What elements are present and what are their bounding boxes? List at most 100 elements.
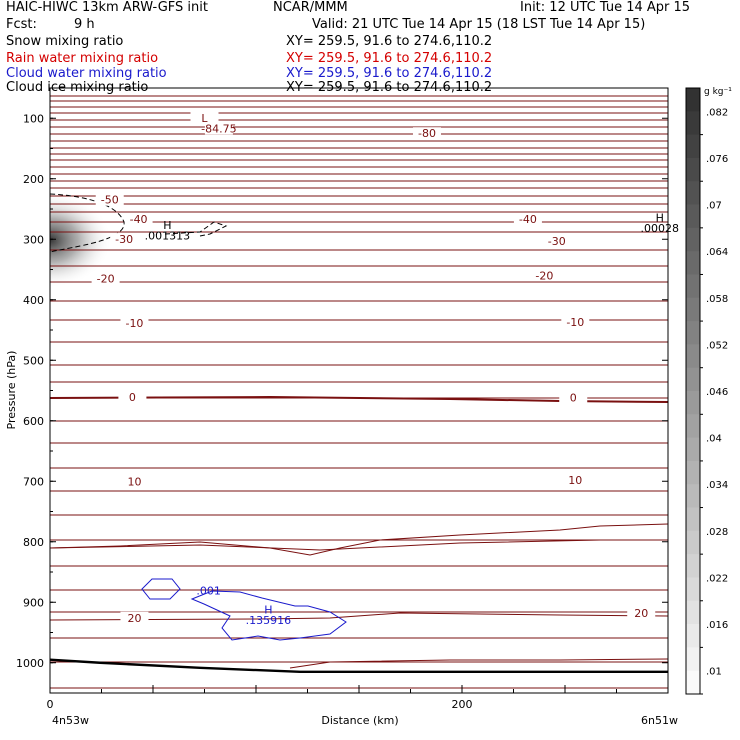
temperature-label: -10 xyxy=(125,317,143,330)
cloud-water-contour xyxy=(190,590,347,641)
cloud-ice-shading xyxy=(50,192,112,288)
temperature-contour xyxy=(50,523,668,556)
colorbar-segment xyxy=(686,157,700,182)
colorbar-tick-label: .01 xyxy=(706,667,722,678)
temperature-label-bg xyxy=(95,193,124,206)
temperature-label-bg xyxy=(120,611,149,624)
temperature-label-bg xyxy=(120,475,149,488)
colorbar-segment xyxy=(686,414,700,439)
colorbar-tick-label: .022 xyxy=(706,573,728,584)
colorbar-segment xyxy=(686,391,700,415)
cloud-water-contour xyxy=(141,578,181,600)
colorbar-tick-label: .082 xyxy=(706,107,728,118)
colorbar-unit: g kg⁻¹ xyxy=(704,87,732,97)
zero-isotherm xyxy=(50,395,668,403)
y-tick-label: 400 xyxy=(23,294,44,307)
x-axis-label: Distance (km) xyxy=(321,714,398,727)
model-title: HAIC-HIWC 13km ARW-GFS init xyxy=(6,0,208,15)
colorbar-segment xyxy=(686,321,700,345)
temperature-label-bg xyxy=(190,112,219,125)
colorbar-tick-label: .04 xyxy=(706,434,722,445)
colorbar-tick-label: .034 xyxy=(706,480,728,491)
colorbar-segment xyxy=(686,111,700,136)
colorbar-tick-label: .064 xyxy=(706,247,728,258)
init-time: Init: 12 UTC Tue 14 Apr 15 xyxy=(520,0,691,15)
valid-time: Valid: 21 UTC Tue 14 Apr 15 (18 LST Tue … xyxy=(312,17,646,32)
temperature-label: -20 xyxy=(535,269,553,282)
y-axis-label: Pressure (hPa) xyxy=(5,351,18,430)
temperature-label: 20 xyxy=(127,612,141,625)
y-tick-label: 200 xyxy=(23,173,44,186)
temperature-label: -10 xyxy=(566,316,584,329)
max-marker: H xyxy=(264,604,272,617)
temperature-label-bg xyxy=(118,390,147,403)
colorbar-segment xyxy=(686,530,700,555)
x-endpoint-right: 6n51w xyxy=(641,714,678,727)
temperature-label: 20 xyxy=(634,607,648,620)
temperature-label: -40 xyxy=(519,213,537,226)
colorbar-tick-label: .058 xyxy=(706,294,728,305)
temperature-label-bg xyxy=(120,317,149,330)
colorbar-frame xyxy=(685,87,701,695)
colorbar-segment xyxy=(686,507,700,532)
y-tick-label: 300 xyxy=(23,233,44,246)
temperature-label-bg xyxy=(542,234,571,247)
x-tick-label: 0 xyxy=(47,698,54,711)
y-tick-label: 1000 xyxy=(16,657,44,670)
colorbar-segment xyxy=(686,437,700,462)
colorbar-segment xyxy=(686,227,700,252)
temperature-label-bg xyxy=(124,213,153,226)
colorbar-segment xyxy=(686,204,700,229)
colorbar-segment xyxy=(686,181,700,206)
temperature-label-bg xyxy=(561,473,590,486)
temperature-label: -20 xyxy=(97,272,115,285)
max-marker: H xyxy=(163,219,171,232)
colorbar-segment xyxy=(686,367,700,392)
temperature-label: 0 xyxy=(129,391,136,404)
temperature-label: -50 xyxy=(101,194,119,207)
y-tick-label: 900 xyxy=(23,596,44,609)
colorbar-segment xyxy=(686,647,700,672)
temperature-label: 0 xyxy=(570,392,577,405)
colorbar-segment xyxy=(686,554,700,578)
colorbar-tick-label: .052 xyxy=(706,340,728,351)
y-tick-label: 100 xyxy=(23,112,44,125)
temperature-label: 10 xyxy=(568,474,582,487)
temperature-label-bg xyxy=(110,233,139,246)
temperature-label-bg xyxy=(204,122,233,135)
forecast-hour: 9 h xyxy=(74,17,95,32)
temperature-label: 10 xyxy=(127,476,141,489)
temperature-contour xyxy=(50,539,668,551)
max-marker: H xyxy=(656,212,664,225)
field-xy-cloud-water: XY= 259.5, 91.6 to 274.6,110.2 xyxy=(286,66,493,81)
y-tick-label: 600 xyxy=(23,415,44,428)
y-tick-label: 800 xyxy=(23,536,44,549)
temperature-label-bg xyxy=(561,315,590,328)
cloud-ice-contour xyxy=(164,221,228,237)
max-value-label: .00028 xyxy=(641,222,680,235)
temperature-label: -84.75 xyxy=(201,122,236,135)
field-xy-snow: XY= 259.5, 91.6 to 274.6,110.2 xyxy=(286,34,493,49)
max-value-label: .135916 xyxy=(246,614,292,627)
field-name-rain: Rain water mixing ratio xyxy=(6,51,159,66)
temperature-label: L xyxy=(201,112,208,125)
colorbar-tick-label: .028 xyxy=(706,527,728,538)
temperature-label: -40 xyxy=(130,213,148,226)
temperature-label: -30 xyxy=(115,233,133,246)
colorbar-segment xyxy=(686,297,700,322)
field-xy-rain: XY= 259.5, 91.6 to 274.6,110.2 xyxy=(286,51,493,66)
colorbar-segment xyxy=(686,670,700,695)
x-tick-label: 200 xyxy=(452,698,473,711)
plot-frame xyxy=(49,87,669,694)
temperature-label: -80 xyxy=(418,127,436,140)
colorbar-tick-label: .046 xyxy=(706,387,728,398)
temperature-label-bg xyxy=(627,606,656,619)
temperature-label-bg xyxy=(559,391,588,404)
colorbar-segment xyxy=(686,134,700,159)
colorbar-segment xyxy=(686,484,700,509)
y-tick-label: 500 xyxy=(23,354,44,367)
forecast-label: Fcst: xyxy=(6,17,37,32)
temperature-label-bg xyxy=(513,213,542,226)
max-value-label: .001313 xyxy=(145,229,191,242)
